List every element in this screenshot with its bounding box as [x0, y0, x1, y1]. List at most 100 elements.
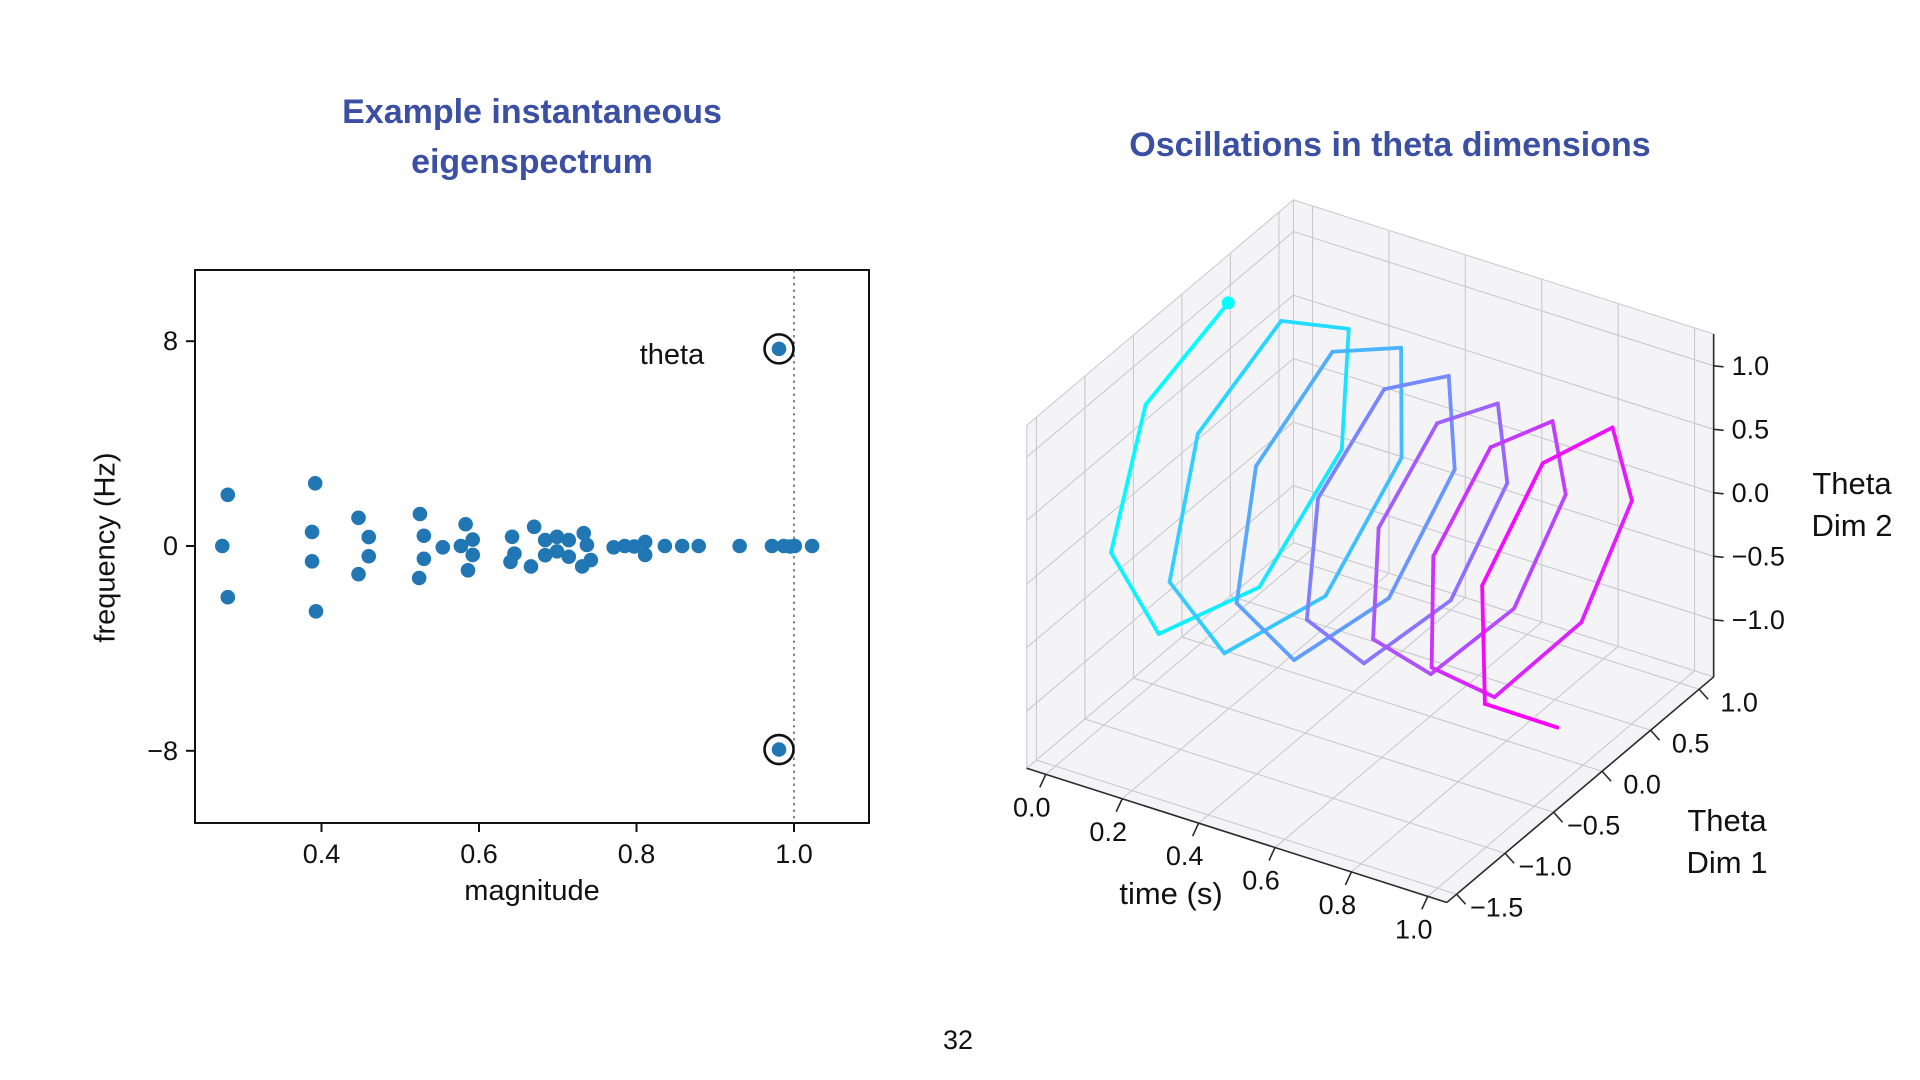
trajectory-segment	[1579, 498, 1634, 625]
trajectory-segment	[1323, 455, 1404, 598]
scatter-point	[416, 528, 432, 544]
scatter-point	[657, 538, 673, 554]
scatter-point	[637, 547, 653, 563]
grid-line	[1133, 677, 1554, 813]
scatter-point	[637, 534, 653, 550]
scatter-point	[787, 538, 803, 554]
trajectory-start-marker	[1221, 296, 1235, 310]
dim1-tick	[1601, 770, 1612, 782]
grid-line	[1036, 759, 1457, 895]
scatter-point	[732, 538, 747, 554]
grid-line	[1026, 358, 1294, 585]
slide-page-number: 32	[942, 1025, 974, 1055]
dim2-tick	[1713, 492, 1724, 495]
theta-oscillations-3d-plot: 0.00.20.40.60.81.01.00.50.0−0.5−1.0−1.51…	[1013, 198, 1785, 944]
scatter-point	[351, 566, 366, 582]
trajectory-segment	[1254, 349, 1335, 469]
trajectory-segment	[1257, 447, 1344, 590]
dim1-tick-label: −1.5	[1470, 892, 1523, 922]
scatter-point	[308, 603, 324, 619]
scatter-point	[416, 551, 432, 567]
plot-frame	[194, 269, 870, 824]
trajectory-segment	[1376, 421, 1440, 530]
scatter-point	[304, 524, 320, 540]
right-chart-dim1-axis-label: Theta Dim 1	[1686, 803, 1768, 880]
grid-line	[1293, 485, 1714, 621]
dim1-tick-label: 1.0	[1720, 687, 1758, 717]
scatter-point	[412, 506, 428, 522]
trajectory-segment	[1304, 496, 1320, 622]
scatter-point	[503, 554, 518, 570]
trajectory-segment	[1109, 402, 1148, 555]
time-tick-label: 0.4	[1166, 841, 1204, 871]
trajectory-segment	[1429, 554, 1436, 670]
scatter-point	[523, 559, 539, 574]
grid-line	[1293, 231, 1714, 367]
trajectory-segment	[1195, 319, 1284, 436]
scatter-point	[411, 570, 427, 586]
trajectory-segment	[1316, 387, 1387, 501]
scatter-point	[626, 539, 642, 554]
time-tick-label: 0.0	[1013, 792, 1051, 822]
trajectory-segment	[1362, 598, 1453, 666]
scatter-point	[576, 525, 592, 541]
trajectory-segment	[1304, 617, 1366, 666]
time-tick-label: 0.2	[1089, 817, 1127, 847]
trajectory-segment	[1480, 461, 1545, 588]
scatter-point	[674, 538, 690, 554]
scatter-point	[549, 544, 565, 559]
trajectory-segment	[1234, 601, 1296, 663]
scatter-point	[691, 538, 707, 554]
x-tick-label: 1.0	[775, 839, 813, 869]
scatter-point	[579, 537, 595, 553]
trajectory-segment	[1488, 419, 1555, 450]
scatter-point	[583, 552, 599, 568]
scatter-point	[504, 529, 520, 545]
theta-annotation: theta	[640, 339, 705, 371]
scatter-point	[561, 549, 577, 565]
dim1-tick	[1456, 893, 1467, 905]
scatter-point	[606, 539, 621, 555]
trajectory-segment	[1387, 467, 1457, 600]
dim2-tick-label: −1.0	[1732, 605, 1785, 635]
trajectory-segment	[1143, 300, 1231, 407]
scatter-point	[453, 538, 469, 554]
dim2-tick-label: 1.0	[1732, 351, 1770, 381]
dim2-tick-label: 0.5	[1732, 414, 1770, 444]
trajectory-segment	[1431, 445, 1493, 559]
grid-line	[1121, 572, 1390, 800]
scatter-point	[804, 538, 820, 554]
scatter-point	[465, 532, 481, 547]
time-tick-label: 0.8	[1319, 890, 1357, 920]
time-tick	[1268, 847, 1276, 861]
trajectory-segment	[1371, 526, 1381, 642]
trajectory-segment	[1492, 620, 1584, 700]
scatter-point	[460, 563, 476, 578]
trajectory-segment	[1428, 606, 1516, 677]
trajectory-segment	[1371, 637, 1433, 677]
dim1-tick	[1698, 688, 1709, 700]
grid-line	[1026, 294, 1294, 522]
dim2-tick	[1713, 365, 1724, 368]
scatter-point	[435, 539, 451, 555]
left-chart-yaxis-label: frequency (Hz)	[89, 452, 122, 643]
dim1-tick-label: 0.0	[1623, 769, 1661, 799]
scatter-point	[537, 547, 553, 563]
grid-line	[1293, 294, 1714, 430]
y-tick-label: 8	[163, 326, 178, 356]
dim1-tick	[1650, 729, 1661, 741]
dim2-tick-label: −0.5	[1732, 541, 1785, 571]
theta-eigenvalue-point	[771, 341, 787, 357]
scatter-point	[537, 532, 553, 548]
scatter-point	[220, 589, 236, 605]
left-chart-title: Example instantaneous eigenspectrum	[342, 93, 722, 181]
time-tick	[1191, 822, 1200, 837]
scatter-point	[361, 548, 377, 564]
theta-eigenvalue-point	[771, 742, 787, 757]
scatter-point	[361, 529, 377, 545]
dim2-tick	[1713, 428, 1724, 432]
dim1-tick	[1504, 852, 1515, 864]
trajectory-segment	[1167, 431, 1200, 584]
